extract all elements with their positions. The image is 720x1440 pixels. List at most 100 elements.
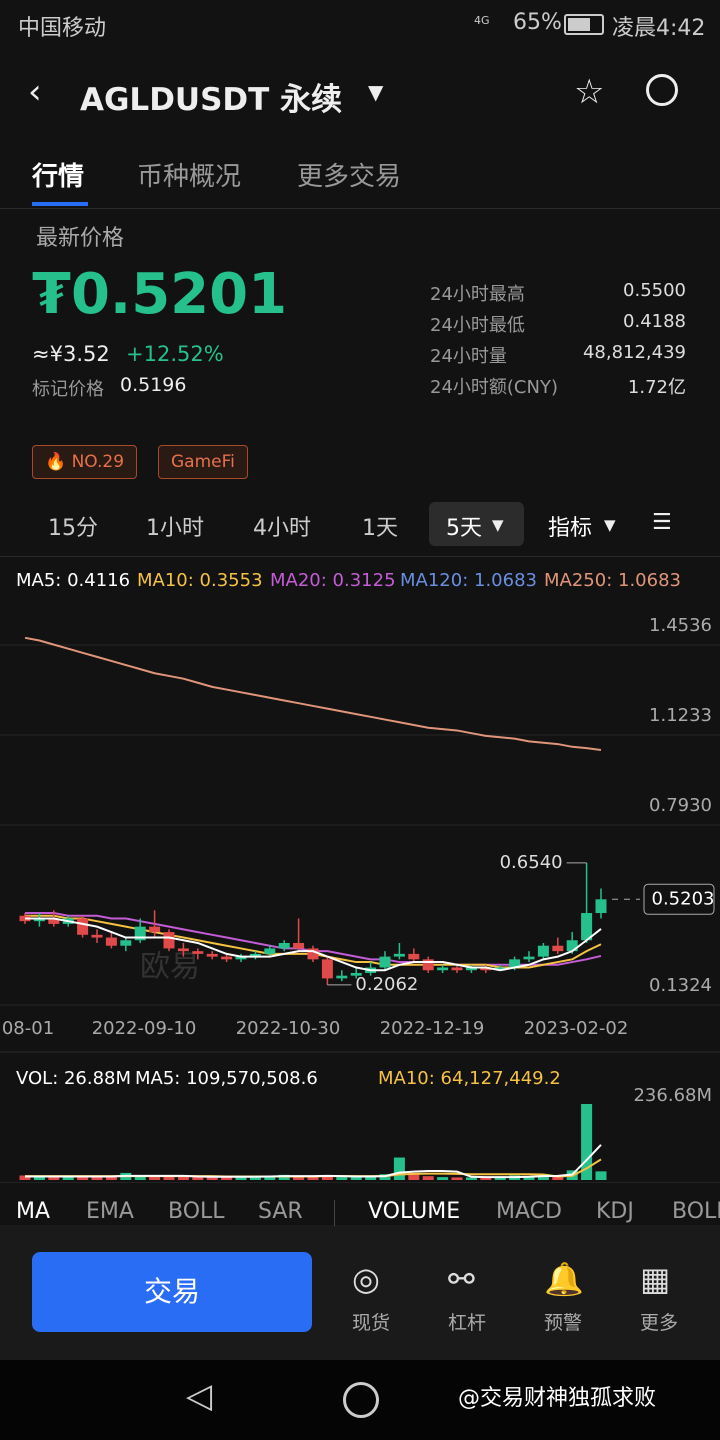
volume-bar xyxy=(33,1176,45,1180)
bottom-label[interactable]: 预警 xyxy=(544,1312,583,1334)
tab[interactable]: 更多交易 xyxy=(297,162,402,192)
volume-bar xyxy=(552,1176,564,1180)
candle-body xyxy=(552,945,564,952)
indicator[interactable]: BOLL xyxy=(168,1199,225,1224)
nav-home[interactable] xyxy=(343,1382,379,1418)
price-label[interactable]: 最新价格 xyxy=(36,226,125,251)
nav-back[interactable]: ◁ xyxy=(186,1376,213,1416)
volume-bar xyxy=(249,1176,261,1180)
dropdown[interactable]: ▼ xyxy=(604,516,616,534)
bottom-icon[interactable]: ▦ xyxy=(640,1260,671,1298)
candle-body xyxy=(350,972,362,976)
candle-body xyxy=(321,959,333,979)
candle-body xyxy=(480,967,492,971)
interval[interactable]: 5天 xyxy=(446,516,482,541)
volume-bar xyxy=(408,1173,420,1180)
candle-body xyxy=(393,953,405,957)
stat-value: 1.72亿 xyxy=(627,377,686,398)
ma-legend: MA5: 0.4116 xyxy=(16,570,130,591)
symbol-title[interactable]: AGLDUSDT 永续 xyxy=(80,82,343,118)
bottom-icon[interactable]: ⚯ xyxy=(448,1260,475,1298)
interval-selected xyxy=(429,502,524,546)
x-tick-label: 08-01 xyxy=(2,1018,54,1039)
candle-body xyxy=(509,959,521,968)
candle-body xyxy=(221,956,233,960)
bottom-label[interactable]: 杠杆 xyxy=(448,1312,487,1334)
interval[interactable]: 指标 xyxy=(548,516,593,541)
candle-body xyxy=(566,940,578,952)
divider xyxy=(0,208,720,209)
share[interactable] xyxy=(646,74,678,106)
candle-body xyxy=(278,942,290,949)
volume-bar xyxy=(91,1176,103,1180)
time: 凌晨4:42 xyxy=(612,16,706,41)
watermark: @交易财神独孤求败 xyxy=(458,1386,657,1411)
tab[interactable]: 币种概况 xyxy=(137,162,242,192)
back[interactable]: ‹ xyxy=(28,72,42,112)
interval[interactable]: 1小时 xyxy=(146,516,204,541)
candle-body xyxy=(422,959,434,971)
volume-legend: VOL: 26.88M xyxy=(16,1068,131,1089)
dropdown[interactable]: ▼ xyxy=(492,516,504,534)
mark-label: 标记价格 xyxy=(32,379,104,400)
ma-legend: MA120: 1.0683 xyxy=(400,570,537,591)
indicator[interactable]: MA xyxy=(16,1199,51,1224)
interval[interactable]: 15分 xyxy=(48,516,98,541)
favorite[interactable]: ☆ xyxy=(574,72,605,112)
candle-body xyxy=(537,945,549,957)
indicator[interactable]: MACD xyxy=(496,1199,562,1224)
volume-bar xyxy=(206,1176,218,1180)
x-tick-label: 2022-12-19 xyxy=(380,1018,485,1039)
high-label: 0.6540 xyxy=(500,852,563,873)
volume-bar xyxy=(437,1177,449,1180)
y-tick-label: 0.7930 xyxy=(649,795,712,816)
last-price-label: 0.5203 xyxy=(652,888,715,909)
indicator[interactable]: VOLUME xyxy=(368,1199,461,1224)
y-tick-label: 0.1324 xyxy=(649,975,712,996)
volume-bar xyxy=(480,1177,492,1180)
indicator[interactable]: SAR xyxy=(258,1199,303,1224)
candle-body xyxy=(336,975,348,979)
ma-line xyxy=(25,1158,602,1178)
indicator[interactable]: EMA xyxy=(86,1199,134,1224)
settings[interactable]: ☰ xyxy=(652,510,672,535)
category-tag[interactable]: GameFi xyxy=(158,445,248,479)
candle-body xyxy=(149,926,161,933)
volume-legend: MA5: 109,570,508.6 xyxy=(135,1068,318,1089)
volume-bar xyxy=(350,1177,362,1180)
candle-body xyxy=(523,956,535,960)
stat-label: 24小时最低 xyxy=(430,315,525,336)
tab[interactable]: 行情 xyxy=(32,162,85,192)
rank-tag[interactable]: 🔥 NO.29 xyxy=(32,445,138,479)
x-tick-label: 2023-02-02 xyxy=(524,1018,629,1039)
change: +12.52% xyxy=(126,342,224,366)
stat-value: 0.4188 xyxy=(623,311,686,332)
candle-body xyxy=(465,967,477,971)
candle-body xyxy=(595,899,607,914)
bottom-icon[interactable]: ◎ xyxy=(352,1260,380,1298)
indicator[interactable]: BOLL xyxy=(672,1199,720,1224)
y-tick-label: 1.1233 xyxy=(649,705,712,726)
indicator-bar xyxy=(0,1182,720,1225)
volume-bar xyxy=(19,1175,31,1180)
mark-price: 0.5196 xyxy=(120,374,187,396)
bottom-label[interactable]: 现货 xyxy=(352,1312,391,1334)
volume-bar xyxy=(293,1176,305,1180)
interval[interactable]: 1天 xyxy=(362,516,398,541)
carrier: 中国移动 xyxy=(18,16,107,41)
candle-body xyxy=(192,951,204,954)
volume-bar xyxy=(393,1157,405,1180)
x-tick-label: 2022-10-30 xyxy=(236,1018,341,1039)
volume-bar xyxy=(105,1176,117,1180)
candle-body xyxy=(249,953,261,957)
interval[interactable]: 4小时 xyxy=(253,516,311,541)
ma-legend: MA20: 0.3125 xyxy=(270,570,396,591)
bottom-label[interactable]: 更多 xyxy=(640,1312,679,1334)
indicator[interactable]: KDJ xyxy=(596,1199,634,1224)
bottom-icon[interactable]: 🔔 xyxy=(544,1260,584,1298)
candle-body xyxy=(206,953,218,957)
dropdown[interactable]: ▼ xyxy=(368,80,384,104)
volume-bar xyxy=(307,1176,319,1180)
trade-button[interactable]: 交易 xyxy=(32,1252,312,1332)
volume-bar xyxy=(264,1175,276,1180)
